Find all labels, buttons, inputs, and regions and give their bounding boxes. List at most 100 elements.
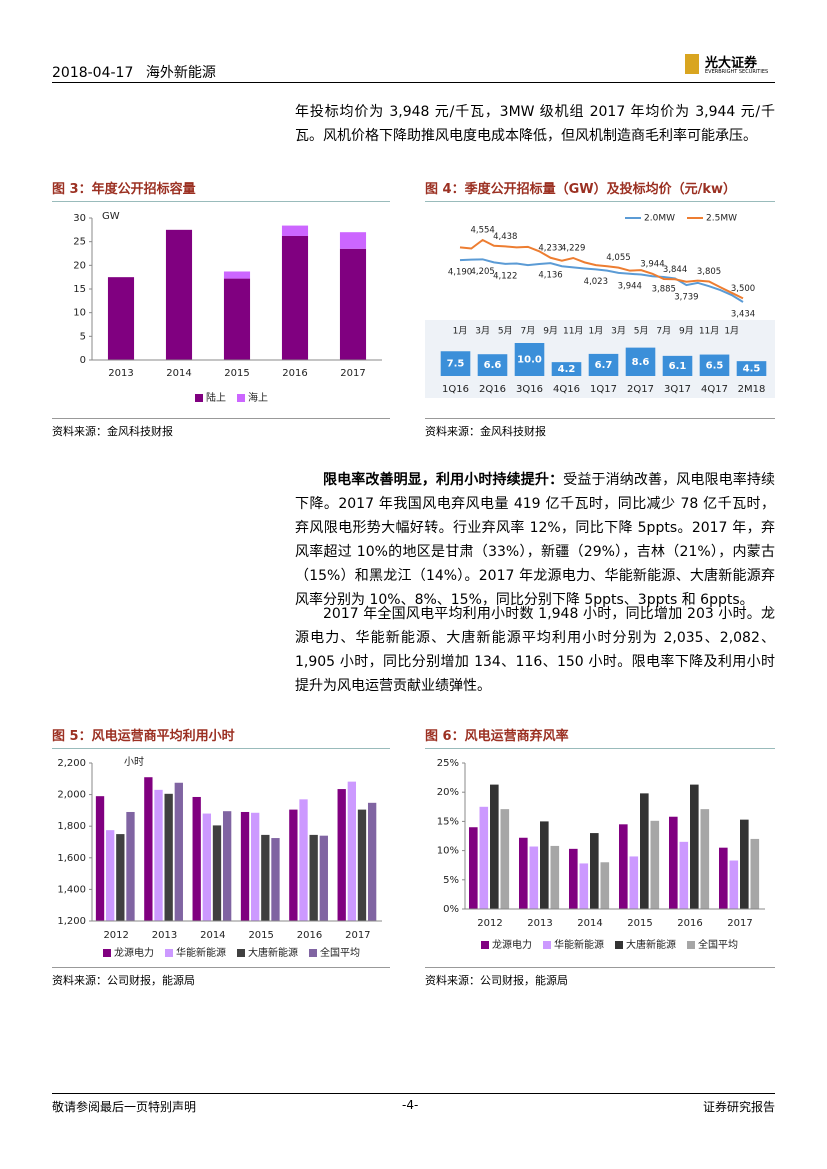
bar (309, 834, 318, 921)
bar (625, 347, 656, 376)
x-tick-label: 2Q17 (627, 384, 654, 395)
bar (337, 789, 346, 921)
data-label: 4.2 (558, 364, 576, 375)
legend-swatch (687, 941, 695, 949)
data-label: 6.1 (669, 361, 687, 372)
bar (540, 821, 549, 909)
logo-en: EVERBRIGHT SECURITIES (705, 69, 769, 75)
x-tick-label: 2014 (200, 930, 225, 941)
data-label: 4.5 (743, 364, 761, 375)
x-tick-label: 2015 (224, 368, 249, 379)
bar (500, 809, 510, 909)
chart: 0 5 10 15 20 25 30 GW 2013 2014 2015 2016 2017 陆上 海上 (73, 211, 382, 404)
legend-label: 大唐新能源 (248, 946, 298, 959)
bar (629, 856, 639, 909)
bar (679, 841, 689, 909)
bar (719, 847, 728, 909)
y-tick-label: 30 (73, 213, 86, 224)
bar (588, 353, 619, 376)
footer-center: -4- (402, 1098, 419, 1112)
x-tick-label: 2013 (152, 930, 177, 941)
x-tick-label: 1Q16 (442, 384, 469, 395)
data-label: 4,205 (470, 267, 494, 277)
y-unit: 小时 (124, 756, 144, 768)
x-tick-label: 2017 (727, 918, 752, 929)
bar (590, 833, 599, 909)
legend-swatch (309, 949, 317, 957)
bar (202, 813, 212, 921)
header: 2018-04-17 海外新能源 (52, 62, 775, 83)
y-tick-label: 1,600 (57, 853, 86, 864)
bar (126, 811, 135, 921)
y-tick-label: 15 (73, 284, 86, 295)
bar (281, 235, 309, 360)
chart: 0% 5% 10% 15% 20% 25% 2012 2013 2014 2015 2016 2017… (437, 758, 765, 951)
data-label: 3,885 (652, 285, 676, 295)
paragraph-lead: 限电率改善明显，利用小时持续提升： (323, 472, 564, 488)
legend-swatch (165, 949, 173, 957)
bar (669, 816, 678, 909)
data-label: 4,136 (538, 271, 562, 281)
header-section: 海外新能源 (145, 65, 216, 81)
bar (490, 784, 499, 909)
data-label: 6.7 (595, 360, 613, 371)
y-tick-label: 5 (80, 331, 86, 342)
bar (319, 835, 328, 921)
bar (699, 354, 730, 376)
x-tick-label: 2014 (577, 918, 602, 929)
bar (281, 225, 309, 236)
bar (107, 277, 135, 360)
x-tick-label: 2017 (345, 930, 370, 941)
line-series (459, 258, 744, 303)
bar (174, 782, 183, 921)
legend-swatch (195, 394, 203, 402)
legend-label: 龙源电力 (492, 938, 532, 951)
y-tick-label: 20 (73, 260, 86, 271)
data-label: 4,233 (538, 243, 562, 253)
legend-swatch (615, 941, 623, 949)
data-label: 3,944 (618, 281, 642, 291)
x-tick-label: 7月 (656, 326, 671, 337)
bar (551, 362, 582, 376)
x-tick-label: 1月 (453, 326, 468, 337)
y-tick-label: 25% (437, 758, 459, 769)
bar (212, 825, 222, 921)
y-tick-label: 2,200 (57, 758, 86, 769)
paragraph: 2017 年全国风电平均利用小时数 1,948 小时，同比增加 203 小时。龙… (295, 606, 775, 694)
data-label: 4,229 (561, 243, 585, 253)
bar (700, 809, 710, 909)
y-tick-label: 10% (437, 846, 459, 857)
data-label: 4,554 (470, 226, 494, 236)
bar (690, 784, 699, 909)
logo-icon (685, 54, 699, 74)
logo: 光大证券 EVERBRIGHT SECURITIES (685, 52, 780, 80)
logo-cn: 光大证券 (705, 56, 758, 71)
legend-label: 陆上 (206, 391, 226, 404)
data-label: 4,055 (606, 253, 630, 263)
x-tick-label: 2012 (477, 918, 502, 929)
data-label: 3,844 (663, 265, 687, 275)
bar (469, 827, 478, 909)
bar (519, 837, 528, 909)
chart: 1,200 1,400 1,600 1,800 2,000 2,200 小时 2012 2013… (57, 756, 382, 959)
footer: 敬请参阅最后一页特别声明 -4- 证券研究报告 (52, 1093, 775, 1118)
bar (223, 278, 251, 360)
bar (729, 860, 739, 909)
bar (95, 796, 105, 921)
bar (154, 789, 163, 921)
legend-label: 全国平均 (698, 938, 738, 951)
x-tick-label: 1Q17 (590, 384, 617, 395)
y-tick-label: 20% (437, 787, 459, 798)
bar (106, 830, 115, 921)
footer-left: 敬请参阅最后一页特别声明 (52, 1100, 197, 1114)
chart: 1月 3月 5月 7月 9月 11月 1月 3月 5月 7月 9月 11月 1月4,1904,2054,… (425, 214, 775, 398)
legend-label: 2.5MW (706, 214, 737, 224)
bar (299, 799, 308, 921)
y-tick-label: 5% (443, 875, 459, 886)
legend-swatch (237, 949, 245, 957)
bar (347, 781, 357, 921)
x-tick-label: 3Q16 (516, 384, 543, 395)
figure-title: 图 5：风电运营商平均利用小时 (52, 725, 390, 749)
x-tick-label: 2016 (282, 368, 307, 379)
bar (477, 354, 508, 376)
